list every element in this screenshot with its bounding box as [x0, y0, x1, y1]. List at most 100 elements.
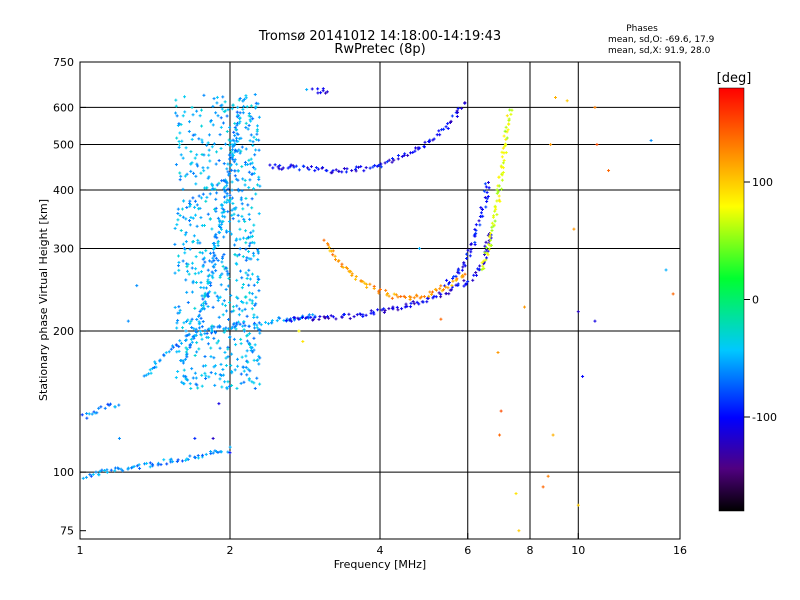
trace-8-point	[501, 146, 505, 150]
spread-f-point	[204, 377, 208, 381]
spread-f-point	[178, 213, 182, 217]
spread-f-point	[199, 270, 203, 274]
trace-0-point	[159, 463, 163, 467]
spread-f-point	[247, 186, 251, 190]
spread-f-point	[198, 114, 202, 118]
trace-4-point	[474, 271, 478, 275]
spread-f-point	[210, 324, 214, 328]
spread-f-point	[181, 156, 185, 160]
trace-4-point	[425, 300, 429, 304]
trace-6-point	[390, 160, 394, 164]
y-tick-label-0: 75	[60, 525, 74, 538]
spread-f-point	[221, 255, 225, 259]
trace-4-point	[355, 313, 359, 317]
trace-8-point	[482, 259, 486, 263]
spread-f-point	[214, 331, 218, 335]
spread-f-point	[252, 348, 256, 352]
spread-f-point	[218, 373, 222, 377]
trace-6-point	[344, 170, 348, 174]
spread-f-point	[199, 333, 203, 337]
spread-f-point	[174, 111, 178, 115]
trace-2-point	[275, 319, 279, 323]
trace-7-point	[387, 294, 391, 298]
spread-f-point	[249, 104, 253, 108]
trace-4-point	[464, 282, 468, 286]
spread-f-point	[238, 96, 242, 100]
spread-f-point	[213, 187, 217, 191]
spread-f-point	[223, 215, 227, 219]
spread-f-point	[224, 356, 228, 360]
trace-5-point	[445, 278, 449, 282]
trace-6-point	[368, 166, 372, 170]
spread-f-point	[173, 242, 177, 246]
spread-f-point	[182, 199, 186, 203]
spread-f-point	[194, 182, 198, 186]
spread-f-point	[244, 354, 248, 358]
spread-f-point	[191, 133, 195, 137]
spread-f-point	[235, 304, 239, 308]
spread-f-point	[204, 374, 208, 378]
spread-f-point	[232, 309, 236, 313]
spread-f-point	[250, 380, 254, 384]
spread-f-point	[212, 97, 216, 101]
spread-f-point	[210, 227, 214, 231]
trace-8-point	[500, 155, 504, 159]
spread-f-point	[227, 199, 231, 203]
trace-8-point	[509, 112, 513, 116]
trace-4-point	[309, 315, 313, 319]
trace-3-point	[201, 297, 205, 301]
spread-f-point	[243, 183, 247, 187]
spread-f-point	[245, 256, 249, 260]
trace-1-point	[97, 406, 101, 410]
spread-f-point	[203, 260, 207, 264]
spread-f-point	[173, 305, 177, 309]
spread-f-point	[186, 301, 190, 305]
trace-6-point	[306, 166, 310, 170]
spread-f-point	[200, 124, 204, 128]
trace-4-point	[472, 273, 476, 277]
spread-f-point	[175, 223, 179, 227]
trace-7-point	[415, 294, 419, 298]
spread-f-point	[206, 336, 210, 340]
trace-3-point	[197, 313, 201, 317]
trace-2-point	[205, 331, 209, 335]
trace-2-point	[148, 368, 152, 372]
spread-f-point	[240, 165, 244, 169]
scatter-point-16	[576, 503, 580, 507]
trace-8-point	[507, 118, 511, 122]
colorbar	[718, 87, 745, 512]
spread-f-point	[226, 380, 230, 384]
trace-3-point	[238, 111, 242, 115]
spread-f-point	[185, 265, 189, 269]
trace-8-point	[493, 205, 497, 209]
trace-4-point	[327, 316, 331, 320]
spread-f-point	[221, 121, 225, 125]
spread-f-point	[186, 318, 190, 322]
spread-f-point	[229, 150, 233, 154]
spread-f-point	[246, 273, 250, 277]
spread-f-point	[235, 295, 239, 299]
spread-f-point	[184, 329, 188, 333]
trace-0-point	[121, 469, 125, 473]
scatter-point-31	[117, 436, 121, 440]
spread-f-point	[197, 207, 201, 211]
trace-3-point	[210, 260, 214, 264]
scatter-point-12	[581, 374, 585, 378]
spread-f-point	[255, 315, 259, 319]
spread-f-point	[186, 262, 190, 266]
trace-5-point	[483, 196, 487, 200]
trace-0-point	[200, 453, 204, 457]
trace-4-point	[439, 295, 443, 299]
trace-6-point	[278, 163, 282, 167]
spread-f-point	[230, 213, 234, 217]
trace-5-point	[451, 277, 455, 281]
spread-f-point	[245, 339, 249, 343]
spread-f-point	[200, 138, 204, 142]
spread-f-point	[249, 157, 253, 161]
spread-f-point	[250, 292, 254, 296]
trace-0-point	[169, 457, 173, 461]
scatter-point-17	[514, 492, 518, 496]
spread-f-point	[221, 95, 225, 99]
spread-f-point	[198, 250, 202, 254]
spread-f-point	[235, 162, 239, 166]
